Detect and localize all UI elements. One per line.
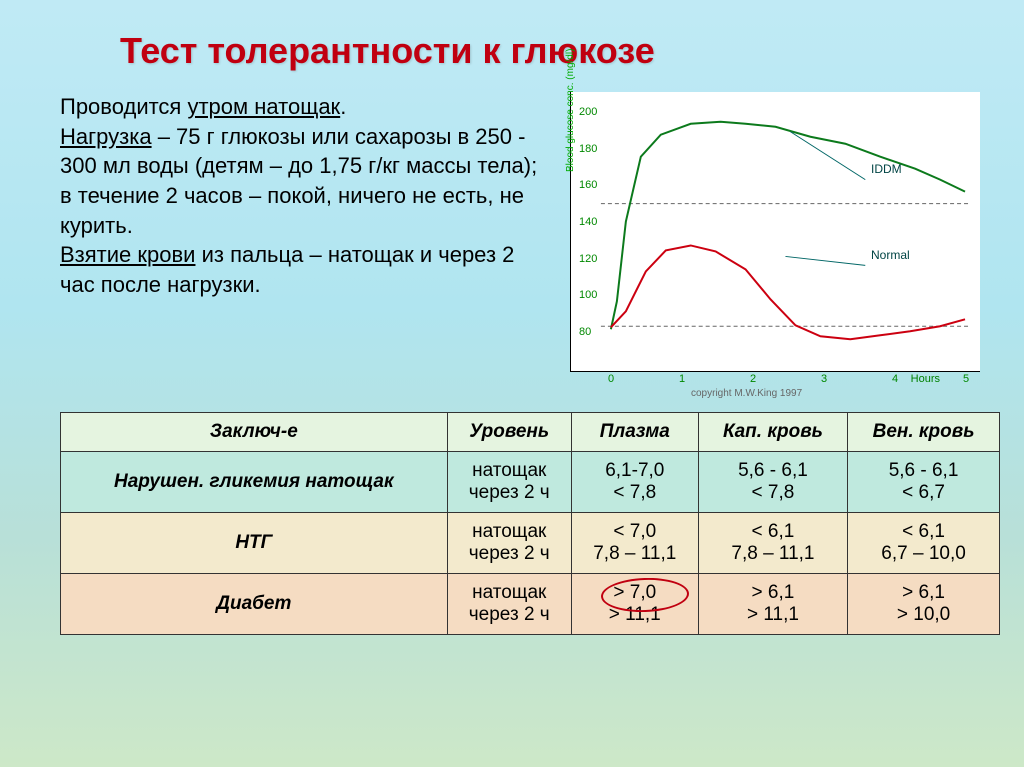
xtick: 5 <box>963 373 969 385</box>
table-row: Нарушен. гликемия натощакнатощакчерез 2 … <box>61 452 1000 513</box>
leader-line <box>790 132 865 180</box>
cell-capillary: > 6,1> 11,1 <box>698 574 847 635</box>
cell-level: натощакчерез 2 ч <box>447 452 571 513</box>
normal-label: Normal <box>871 248 910 262</box>
th-level: Уровень <box>447 413 571 452</box>
th-venous: Вен. кровь <box>848 413 1000 452</box>
results-table: Заключ-е Уровень Плазма Кап. кровь Вен. … <box>60 412 1000 635</box>
desc-underline: утром натощак <box>187 94 340 119</box>
table-row: Диабетнатощакчерез 2 ч> 7,0> 11,1> 6,1> … <box>61 574 1000 635</box>
cell-capillary: 5,6 - 6,1< 7,8 <box>698 452 847 513</box>
cell-plasma: 6,1-7,0< 7,8 <box>571 452 698 513</box>
chart-xlabel: Hours <box>911 373 940 385</box>
th-conclusion: Заключ-е <box>61 413 448 452</box>
th-capillary: Кап. кровь <box>698 413 847 452</box>
xtick: 2 <box>750 373 756 385</box>
xtick: 3 <box>821 373 827 385</box>
cell-level: натощакчерез 2 ч <box>447 574 571 635</box>
cell-venous: < 6,16,7 – 10,0 <box>848 513 1000 574</box>
table-row: НТГнатощакчерез 2 ч< 7,07,8 – 11,1< 6,17… <box>61 513 1000 574</box>
iddm-series-line <box>611 122 965 329</box>
cell-plasma: < 7,07,8 – 11,1 <box>571 513 698 574</box>
row-header: Диабет <box>61 574 448 635</box>
slide-title: Тест толерантности к глюкозе <box>120 30 994 72</box>
table-header-row: Заключ-е Уровень Плазма Кап. кровь Вен. … <box>61 413 1000 452</box>
ytick: 180 <box>579 143 597 155</box>
iddm-label: IDDM <box>871 162 902 176</box>
chart-copyright: copyright M.W.King 1997 <box>691 388 802 399</box>
cell-venous: > 6,1> 10,0 <box>848 574 1000 635</box>
desc-frag: . <box>340 94 346 119</box>
cell-capillary: < 6,17,8 – 11,1 <box>698 513 847 574</box>
description-text: Проводится утром натощак. Нагрузка – 75 … <box>60 92 550 372</box>
ytick: 100 <box>579 289 597 301</box>
desc-underline: Нагрузка <box>60 124 152 149</box>
normal-series-line <box>611 245 965 339</box>
desc-frag: Проводится <box>60 94 187 119</box>
chart-svg <box>571 92 980 371</box>
table-body: Нарушен. гликемия натощакнатощакчерез 2 … <box>61 452 1000 635</box>
ytick: 160 <box>579 179 597 191</box>
cell-plasma: > 7,0> 11,1 <box>571 574 698 635</box>
row-header: НТГ <box>61 513 448 574</box>
xtick: 4 <box>892 373 898 385</box>
cell-venous: 5,6 - 6,1< 6,7 <box>848 452 1000 513</box>
ytick: 200 <box>579 106 597 118</box>
chart-ylabel: Blood glucose conc. (mg/dl) <box>565 49 576 172</box>
xtick: 1 <box>679 373 685 385</box>
th-plasma: Плазма <box>571 413 698 452</box>
row-header: Нарушен. гликемия натощак <box>61 452 448 513</box>
desc-underline: Взятие крови <box>60 242 195 267</box>
ytick: 80 <box>579 326 591 338</box>
slide: Тест толерантности к глюкозе Проводится … <box>0 0 1024 645</box>
ytick: 140 <box>579 216 597 228</box>
cell-level: натощакчерез 2 ч <box>447 513 571 574</box>
xtick: 0 <box>608 373 614 385</box>
leader-line <box>785 256 865 265</box>
ytick: 120 <box>579 253 597 265</box>
glucose-chart: IDDM Normal Blood glucose conc. (mg/dl) … <box>570 92 980 372</box>
upper-section: Проводится утром натощак. Нагрузка – 75 … <box>60 92 994 372</box>
